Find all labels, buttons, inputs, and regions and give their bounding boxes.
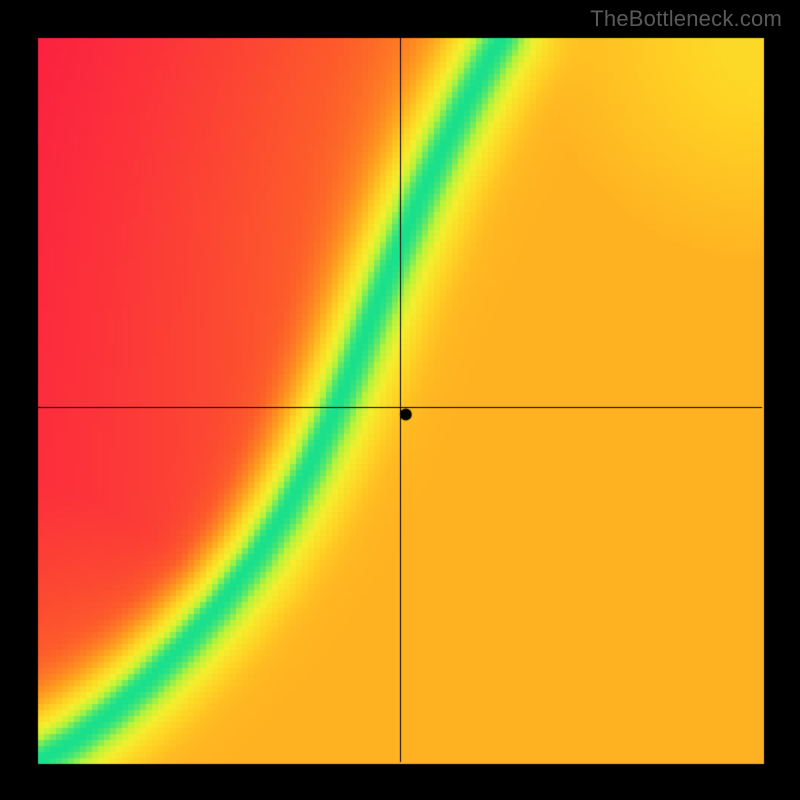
watermark-text: TheBottleneck.com xyxy=(590,6,782,32)
chart-container: TheBottleneck.com xyxy=(0,0,800,800)
heatmap-canvas xyxy=(0,0,800,800)
